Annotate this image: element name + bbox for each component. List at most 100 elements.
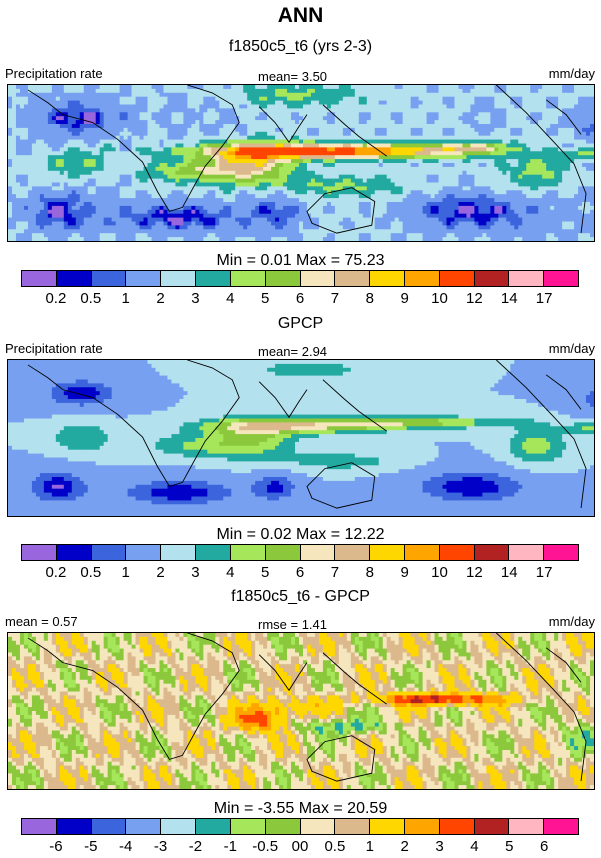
colorbar-swatch [300, 545, 336, 560]
panel-3-colorbar [21, 818, 579, 835]
colorbar-tick-label: 1 [365, 838, 374, 855]
colorbar-tick-label: 10 [431, 290, 448, 307]
colorbar-tick-label: 0.2 [45, 564, 67, 581]
colorbar-swatch [544, 819, 578, 834]
colorbar-swatch [265, 819, 301, 834]
colorbar-tick-label: 8 [365, 290, 374, 307]
colorbar-swatch [126, 271, 162, 286]
panel-1-title: f1850c5_t6 (yrs 2-3) [228, 38, 373, 55]
colorbar-tick-label: 4 [470, 838, 479, 855]
colorbar-tick-label: 0.5 [80, 290, 102, 307]
panel-3-rmse-label: rmse = 1.41 [258, 617, 328, 632]
panel-2-units: mm/day [548, 341, 595, 356]
colorbar-tick-label: 14 [500, 290, 518, 307]
panel-1-colorbar-ticks: 0.2 0.5 1 2 3 4 5 6 7 8 9 10 12 14 17 [21, 290, 579, 308]
colorbar-swatch [196, 819, 231, 834]
colorbar-swatch [91, 545, 127, 560]
colorbar-swatch [300, 819, 336, 834]
colorbar-tick-label: -3 [153, 838, 168, 855]
panel-1-left-label: Precipitation rate [5, 66, 103, 81]
colorbar-tick-label: 17 [535, 564, 553, 581]
panel-2-map [7, 359, 595, 517]
colorbar-swatch [91, 271, 127, 286]
colorbar-tick-label: 14 [500, 564, 518, 581]
colorbar-swatch [56, 545, 92, 560]
colorbar-tick-label: 0.5 [324, 838, 346, 855]
panel-2-mean-label: mean= 2.94 [258, 344, 328, 359]
colorbar-tick-label: 8 [365, 564, 374, 581]
panel-3-units: mm/day [548, 614, 595, 629]
colorbar-tick-label: 12 [466, 564, 483, 581]
colorbar-tick-label: 5 [260, 564, 270, 581]
panel-1-units: mm/day [548, 66, 595, 81]
panel-1-map [7, 84, 595, 242]
colorbar-swatch [230, 819, 266, 834]
panel-3-mean-label: mean = 0.57 [5, 614, 78, 629]
panel-2-title: GPCP [277, 315, 324, 332]
colorbar-swatch [22, 545, 57, 560]
colorbar-swatch [404, 545, 440, 560]
colorbar-tick-label: 0.5 [80, 564, 102, 581]
colorbar-tick-label: 2 [400, 838, 409, 855]
panel-3-map [7, 632, 595, 790]
colorbar-swatch [509, 819, 545, 834]
panel-1-mean-label: mean= 3.50 [258, 69, 328, 84]
colorbar-tick-label: 1 [121, 564, 130, 581]
colorbar-swatch [370, 271, 405, 286]
colorbar-swatch [335, 545, 371, 560]
colorbar-swatch [474, 271, 510, 286]
panel-2-left-label: Precipitation rate [5, 341, 103, 356]
colorbar-tick-label: 5 [260, 290, 270, 307]
colorbar-tick-label: 10 [431, 564, 448, 581]
panel-3-minmax: Min = -3.55 Max = 20.59 [213, 800, 388, 817]
colorbar-swatch [335, 819, 371, 834]
colorbar-swatch [56, 819, 92, 834]
colorbar-tick-label: 2 [156, 564, 165, 581]
colorbar-tick-label: -4 [118, 838, 133, 855]
colorbar-swatch [439, 819, 475, 834]
panel-2-colorbar [21, 544, 579, 561]
colorbar-swatch [22, 271, 57, 286]
colorbar-swatch [161, 819, 197, 834]
colorbar-swatch [544, 271, 578, 286]
panel-2-minmax: Min = 0.02 Max = 12.22 [216, 526, 385, 543]
colorbar-tick-label: 6 [539, 838, 549, 855]
colorbar-swatch [196, 545, 231, 560]
figure-title: ANN [277, 4, 324, 27]
colorbar-tick-label: 00 [291, 838, 309, 855]
colorbar-tick-label: 12 [466, 290, 483, 307]
colorbar-swatch [439, 545, 475, 560]
colorbar-tick-label: 9 [400, 290, 409, 307]
colorbar-swatch [474, 819, 510, 834]
colorbar-tick-label: -1 [223, 838, 237, 855]
colorbar-tick-label: 5 [505, 838, 514, 855]
colorbar-swatch [300, 271, 336, 286]
colorbar-swatch [509, 545, 545, 560]
colorbar-swatch [544, 545, 578, 560]
colorbar-tick-label: 3 [191, 564, 200, 581]
colorbar-swatch [56, 271, 92, 286]
colorbar-swatch [439, 271, 475, 286]
colorbar-swatch [265, 271, 301, 286]
colorbar-swatch [474, 545, 510, 560]
colorbar-swatch [509, 271, 545, 286]
colorbar-tick-label: 6 [295, 290, 305, 307]
panel-2-colorbar-ticks: 0.2 0.5 1 2 3 4 5 6 7 8 9 10 12 14 17 [21, 564, 579, 582]
colorbar-swatch [230, 545, 266, 560]
colorbar-swatch [230, 271, 266, 286]
colorbar-tick-label: 6 [295, 564, 305, 581]
colorbar-tick-label: 4 [226, 290, 235, 307]
colorbar-swatch [335, 271, 371, 286]
colorbar-swatch [196, 271, 231, 286]
colorbar-tick-label: 7 [330, 564, 340, 581]
colorbar-tick-label: 2 [156, 290, 165, 307]
colorbar-swatch [22, 819, 57, 834]
panel-3-title: f1850c5_t6 - GPCP [231, 588, 370, 605]
colorbar-tick-label: 1 [121, 290, 130, 307]
colorbar-tick-label: 4 [226, 564, 235, 581]
colorbar-tick-label: 3 [435, 838, 444, 855]
colorbar-swatch [265, 545, 301, 560]
colorbar-swatch [370, 545, 405, 560]
panel-1-colorbar [21, 270, 579, 287]
colorbar-swatch [91, 819, 127, 834]
